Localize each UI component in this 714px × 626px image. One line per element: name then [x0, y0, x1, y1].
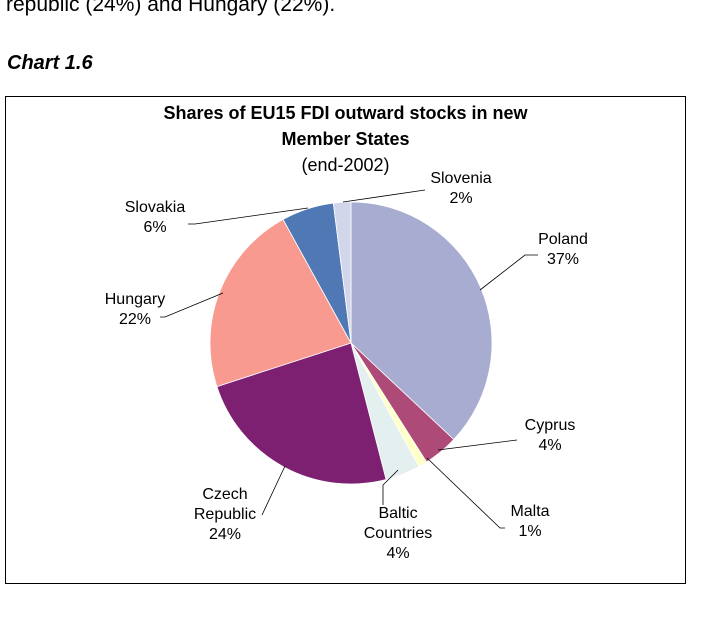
pie-slice-poland — [350, 201, 493, 441]
leader-line-poland — [479, 254, 538, 291]
pie-slice-slovenia — [332, 201, 352, 344]
data-label-value-malta: 1% — [518, 523, 541, 540]
data-label-value-slovakia: 6% — [143, 219, 166, 236]
chart-title-line-1: Shares of EU15 FDI outward stocks in new — [163, 103, 528, 123]
data-label-name-baltic-countries-0: Baltic — [378, 505, 417, 522]
leader-line-baltic-countries — [382, 469, 399, 505]
data-label-value-czech-republic: 24% — [209, 526, 241, 543]
pie-slice-czech-republic — [216, 342, 387, 485]
data-label-name-cyprus-0: Cyprus — [525, 417, 576, 434]
data-label-name-hungary-0: Hungary — [105, 291, 165, 308]
data-label-name-malta-0: Malta — [510, 503, 549, 520]
body-text-fragment: republic (24%) and Hungary (22%). — [6, 0, 336, 16]
leader-line-hungary — [160, 292, 224, 318]
leader-line-slovakia — [188, 207, 309, 225]
data-label-name-baltic-countries-1: Countries — [364, 525, 432, 542]
chart-subtitle: (end-2002) — [301, 155, 390, 175]
data-label-value-cyprus: 4% — [538, 437, 561, 454]
data-label-name-poland-0: Poland — [538, 231, 588, 248]
chart-title-line-2: Member States — [281, 129, 410, 149]
data-label-name-czech-republic-1: Republic — [194, 506, 256, 523]
data-label-value-slovenia: 2% — [449, 190, 472, 207]
leader-line-malta — [426, 457, 505, 529]
data-label-value-hungary: 22% — [119, 311, 151, 328]
data-label-name-slovenia-0: Slovenia — [430, 170, 491, 187]
chart-caption: Chart 1.6 — [7, 52, 93, 74]
chart-frame: Shares of EU15 FDI outward stocks in new… — [5, 96, 686, 584]
pie-slice-hungary — [209, 218, 352, 388]
data-label-name-czech-republic-0: Czech — [202, 486, 247, 503]
leader-line-czech-republic — [261, 465, 286, 516]
leader-line-slovenia — [342, 189, 426, 203]
data-label-value-baltic-countries: 4% — [386, 545, 409, 562]
data-label-name-slovakia-0: Slovakia — [125, 199, 186, 216]
data-label-value-poland: 37% — [547, 251, 579, 268]
leader-line-cyprus — [437, 439, 518, 451]
